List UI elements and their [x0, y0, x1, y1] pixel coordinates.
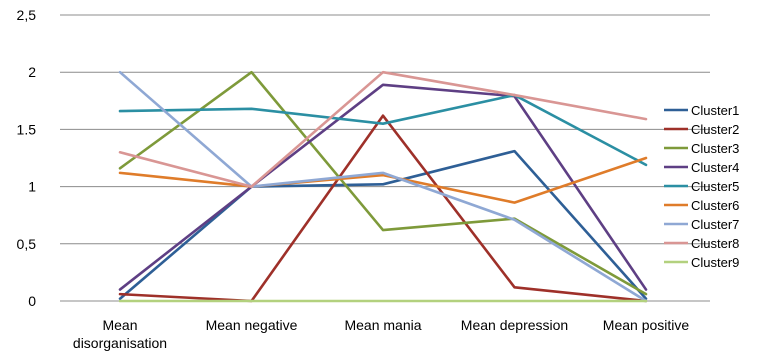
series-line-cluster8 [118, 70, 648, 188]
y-tick-label: 2 [28, 64, 36, 80]
series-line-cluster1 [118, 149, 648, 301]
y-tick-label: 0,5 [17, 236, 37, 252]
series-line-cluster5 [118, 93, 648, 167]
legend-label-cluster1: Cluster1 [691, 103, 739, 118]
legend: Cluster1 Cluster2 Cluster3 Cluster4 Cluster5… [664, 103, 739, 270]
x-tick-label: Mean mania [344, 317, 421, 333]
x-tick-label-line: Mean negative [206, 317, 298, 333]
x-tick-label-line: Mean depression [461, 317, 568, 333]
x-tick-label-line: Mean mania [344, 317, 421, 333]
x-tick-label-line: disorganisation [73, 335, 167, 351]
legend-label-cluster6: Cluster6 [691, 198, 739, 213]
series-layer [118, 70, 648, 303]
axis-layer: 0 0,5 1 1.5 2 2,5 Mean disorganisation Mean nega… [17, 7, 690, 351]
y-tick-label: 2,5 [17, 7, 37, 23]
legend-label-cluster4: Cluster4 [691, 160, 739, 175]
grid-layer [60, 14, 710, 302]
legend-label-cluster3: Cluster3 [691, 141, 739, 156]
legend-label-cluster2: Cluster2 [691, 122, 739, 137]
legend-label-cluster9: Cluster9 [691, 255, 739, 270]
legend-label-cluster7: Cluster7 [691, 217, 739, 232]
x-tick-label: Mean positive [603, 317, 690, 333]
series-line-cluster3 [118, 70, 648, 296]
series-line-cluster2 [118, 114, 648, 303]
series-line-cluster7 [118, 70, 648, 303]
series-line-cluster4 [118, 83, 648, 291]
x-tick-label-line: Mean positive [603, 317, 690, 333]
x-tick-label: Mean negative [206, 317, 298, 333]
legend-label-cluster8: Cluster8 [691, 236, 739, 251]
y-tick-label: 0 [28, 293, 36, 309]
x-tick-label-line: Mean [102, 317, 137, 333]
x-tick-label: Mean disorganisation [73, 317, 167, 351]
y-tick-label: 1 [28, 179, 36, 195]
x-tick-label: Mean depression [461, 317, 568, 333]
series-line-cluster6 [118, 156, 648, 204]
legend-label-cluster5: Cluster5 [691, 179, 739, 194]
y-tick-label: 1.5 [17, 121, 37, 137]
